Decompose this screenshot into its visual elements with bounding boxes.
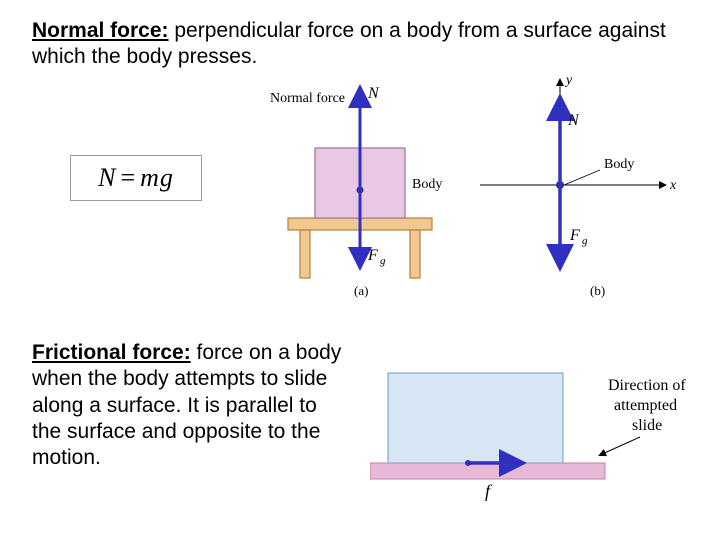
- equation-operator: =: [116, 163, 140, 193]
- x-axis-label: x: [669, 178, 677, 193]
- n-vector-label-b: N⃗: [567, 112, 591, 129]
- figure-a-caption: (a): [354, 283, 368, 298]
- normal-force-label: Normal force: [270, 91, 345, 106]
- figure-friction: f⃗ Direction of attempted slide: [370, 355, 700, 515]
- fg-subscript: g: [380, 255, 386, 267]
- normal-force-term: Normal force:: [32, 19, 169, 42]
- equation-rhs: mg: [140, 163, 174, 193]
- f-vector-label: f⃗: [485, 481, 504, 501]
- y-axis-label: y: [564, 73, 573, 88]
- body-pointer-line: [564, 170, 600, 185]
- normal-force-text: Normal force: perpendicular force on a b…: [32, 18, 692, 71]
- body-label-b: Body: [604, 157, 634, 172]
- figure-free-body-diagram: y x N⃗ F⃗ g Body (b): [470, 70, 690, 300]
- direction-pointer-arrow: [600, 437, 640, 455]
- fg-subscript-b: g: [582, 235, 588, 247]
- fg-vector-label: F⃗: [367, 247, 390, 264]
- fg-vector-label-b: F⃗: [569, 227, 592, 244]
- figure-b-caption: (b): [590, 283, 605, 298]
- body-label: Body: [412, 177, 442, 192]
- ground-surface: [370, 463, 605, 479]
- frictional-force-text: Frictional force: force on a body when t…: [32, 340, 342, 471]
- table-leg-right: [410, 230, 420, 278]
- table-leg-left: [300, 230, 310, 278]
- equation-lhs: N: [98, 163, 116, 193]
- frictional-force-term: Frictional force:: [32, 341, 191, 364]
- direction-line1: Direction of: [608, 377, 686, 394]
- equation-n-equals-mg: N = mg: [70, 155, 202, 201]
- n-vector-label: N⃗: [367, 85, 391, 102]
- friction-body-block: [388, 373, 563, 463]
- direction-line2: attempted: [614, 397, 677, 414]
- direction-line3: slide: [632, 417, 662, 434]
- figure-normal-force: Normal force N⃗ Body F⃗ g (a): [260, 70, 460, 300]
